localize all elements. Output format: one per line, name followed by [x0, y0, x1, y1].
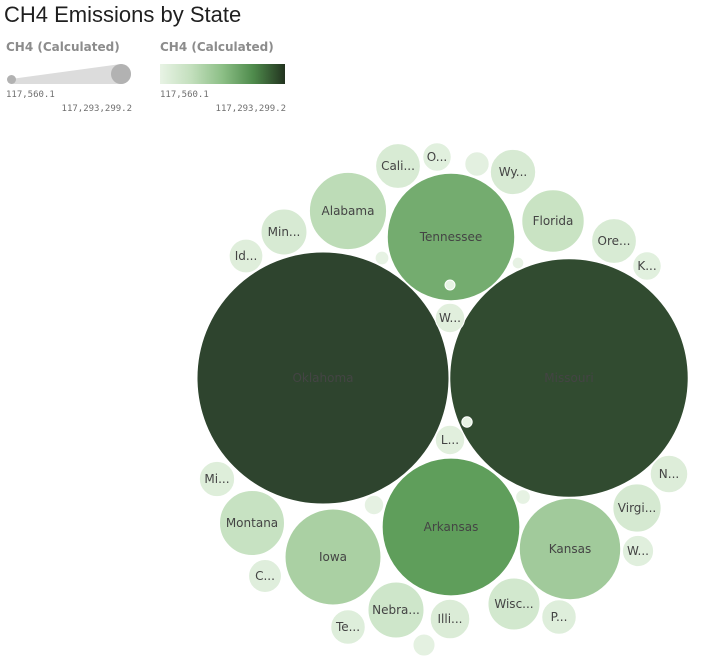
bubble-unlabeled-33[interactable]	[512, 257, 524, 269]
bubble-label-n: N...	[659, 467, 679, 481]
bubble-label-k: K...	[637, 259, 656, 273]
bubble-label-iowa: Iowa	[319, 550, 347, 564]
bubble-label-p: P...	[551, 610, 568, 624]
bubble-label-kansas: Kansas	[549, 542, 591, 556]
bubble-label-alabama: Alabama	[322, 204, 375, 218]
bubble-label-min: Min...	[268, 225, 301, 239]
bubble-label-ore: Ore...	[598, 234, 631, 248]
bubble-label-nebra: Nebra...	[372, 603, 420, 617]
bubble-label-id: Id...	[235, 249, 258, 263]
bubble-unlabeled-28[interactable]	[465, 152, 489, 176]
bubble-label-w: W...	[439, 311, 461, 325]
bubble-label-missouri: Missouri	[544, 371, 593, 385]
bubble-label-wy: Wy...	[499, 165, 528, 179]
bubble-unlabeled-35[interactable]	[445, 280, 455, 290]
bubble-unlabeled-31[interactable]	[516, 490, 531, 505]
bubble-label-w: W...	[627, 544, 649, 558]
bubble-unlabeled-32[interactable]	[375, 251, 389, 265]
bubble-label-wisc: Wisc...	[494, 597, 533, 611]
bubble-label-te: Te...	[335, 620, 360, 634]
bubble-label-mi: Mi...	[204, 472, 229, 486]
bubble-label-florida: Florida	[533, 214, 574, 228]
bubble-label-l: L...	[441, 433, 459, 447]
bubble-label-arkansas: Arkansas	[424, 520, 479, 534]
bubble-label-tennessee: Tennessee	[419, 230, 483, 244]
bubble-unlabeled-30[interactable]	[364, 495, 383, 514]
bubble-label-montana: Montana	[226, 516, 278, 530]
bubble-label-cali: Cali...	[381, 159, 415, 173]
bubble-label-virgi: Virgi...	[618, 501, 656, 515]
bubble-unlabeled-34[interactable]	[462, 417, 472, 427]
bubble-label-c: C...	[255, 569, 275, 583]
bubble-label-oklahoma: Oklahoma	[292, 371, 353, 385]
bubble-label-illi: Illi...	[438, 612, 463, 626]
bubble-unlabeled-29[interactable]	[413, 634, 435, 656]
bubble-label-o: O...	[427, 150, 447, 164]
